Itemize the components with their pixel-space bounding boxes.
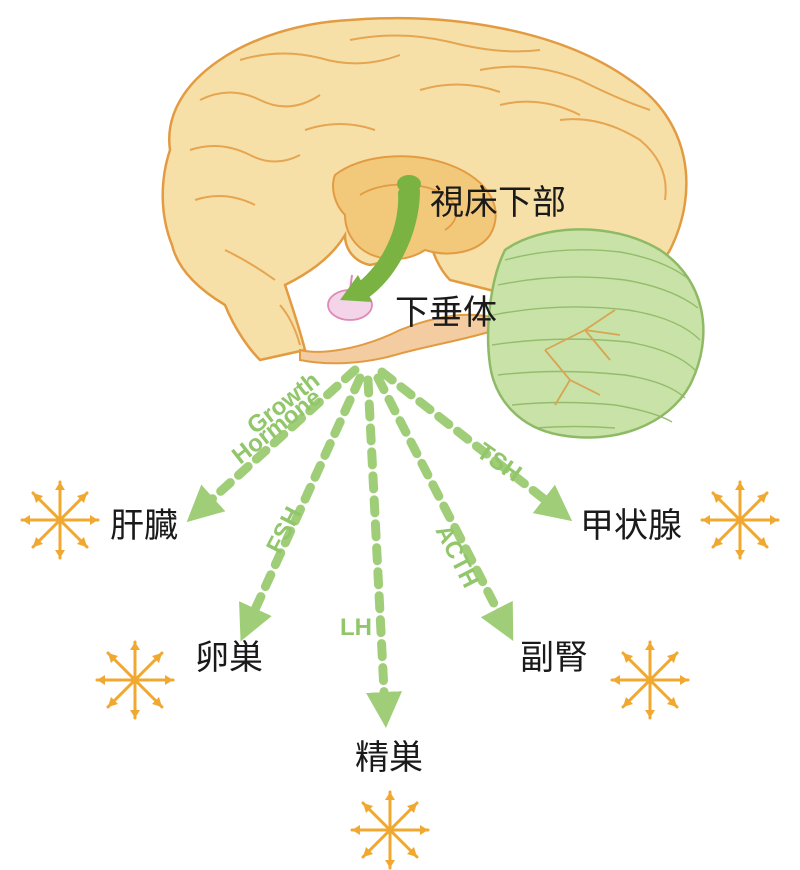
thyroid-label: 甲状腺 [580, 498, 682, 547]
ovary-label: 卵巣 [195, 630, 263, 679]
hypothalamus-label: 視床下部 [430, 175, 566, 224]
liver-label: 肝臓 [110, 498, 178, 547]
testis-label: 精巣 [355, 730, 423, 779]
adrenal-label: 副腎 [520, 630, 588, 679]
pituitary-label: 下垂体 [395, 285, 497, 334]
cerebellum [488, 229, 703, 437]
lh-label: LH [340, 614, 372, 641]
acth-label: ACTH [430, 520, 484, 592]
brain-illustration [163, 18, 704, 437]
